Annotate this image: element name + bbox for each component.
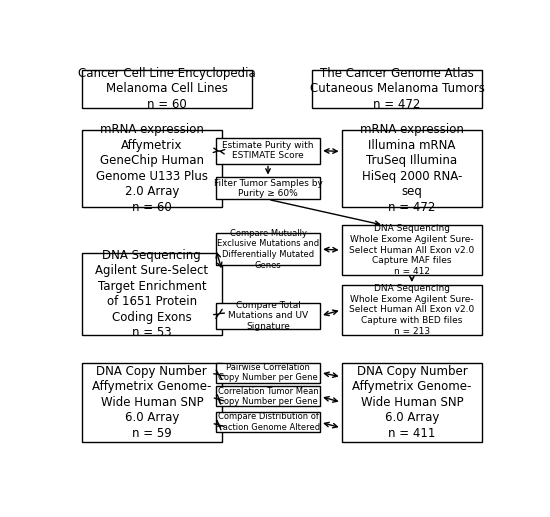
Bar xyxy=(342,285,482,334)
Bar xyxy=(216,362,320,383)
Bar xyxy=(216,233,320,265)
Bar xyxy=(342,225,482,275)
Text: The Cancer Genome Atlas
Cutaneous Melanoma Tumors
n = 472: The Cancer Genome Atlas Cutaneous Melano… xyxy=(310,67,485,111)
Text: Filter Tumor Samples by
Purity ≥ 60%: Filter Tumor Samples by Purity ≥ 60% xyxy=(213,178,322,199)
Text: DNA Sequencing
Agilent Sure-Select
Target Enrichment
of 1651 Protein
Coding Exon: DNA Sequencing Agilent Sure-Select Targe… xyxy=(95,249,208,339)
Bar xyxy=(81,362,222,442)
Bar xyxy=(216,303,320,329)
Text: DNA Copy Number
Affymetrix Genome-
Wide Human SNP
6.0 Array
n = 59: DNA Copy Number Affymetrix Genome- Wide … xyxy=(92,365,212,440)
Bar xyxy=(216,177,320,200)
Text: Cancer Cell Line Encyclopedia
Melanoma Cell Lines
n = 60: Cancer Cell Line Encyclopedia Melanoma C… xyxy=(78,67,256,111)
Bar xyxy=(81,130,222,207)
Text: Correlation Tumor Mean
Copy Number per Gene: Correlation Tumor Mean Copy Number per G… xyxy=(218,387,318,406)
Text: Estimate Purity with
ESTIMATE Score: Estimate Purity with ESTIMATE Score xyxy=(222,141,314,160)
Text: DNA Sequencing
Whole Exome Agilent Sure-
Select Human All Exon v2.0
Capture MAF : DNA Sequencing Whole Exome Agilent Sure-… xyxy=(349,224,475,276)
Bar xyxy=(81,70,252,108)
Bar xyxy=(342,362,482,442)
Bar xyxy=(312,70,482,108)
Bar xyxy=(342,130,482,207)
Text: Pairwise Correlation
Copy Number per Gene: Pairwise Correlation Copy Number per Gen… xyxy=(218,362,318,383)
Bar xyxy=(216,138,320,163)
Bar xyxy=(81,253,222,334)
Text: Compare Distribution of
Fraction Genome Altered: Compare Distribution of Fraction Genome … xyxy=(216,413,321,432)
Text: DNA Sequencing
Whole Exome Agilent Sure-
Select Human All Exon v2.0
Capture with: DNA Sequencing Whole Exome Agilent Sure-… xyxy=(349,284,475,336)
Text: mRNA expression
Affymetrix
GeneChip Human
Genome U133 Plus
2.0 Array
n = 60: mRNA expression Affymetrix GeneChip Huma… xyxy=(96,123,208,214)
Bar xyxy=(216,413,320,432)
Bar xyxy=(216,387,320,406)
Text: mRNA expression
Illumina mRNA
TruSeq Illumina
HiSeq 2000 RNA-
seq
n = 472: mRNA expression Illumina mRNA TruSeq Ill… xyxy=(360,123,464,214)
Text: Compare Total
Mutations and UV
Signature: Compare Total Mutations and UV Signature xyxy=(228,300,308,331)
Text: Compare Mutually
Exclusive Mutations and
Differentially Mutated
Genes: Compare Mutually Exclusive Mutations and… xyxy=(217,229,319,270)
Text: DNA Copy Number
Affymetrix Genome-
Wide Human SNP
6.0 Array
n = 411: DNA Copy Number Affymetrix Genome- Wide … xyxy=(352,365,471,440)
